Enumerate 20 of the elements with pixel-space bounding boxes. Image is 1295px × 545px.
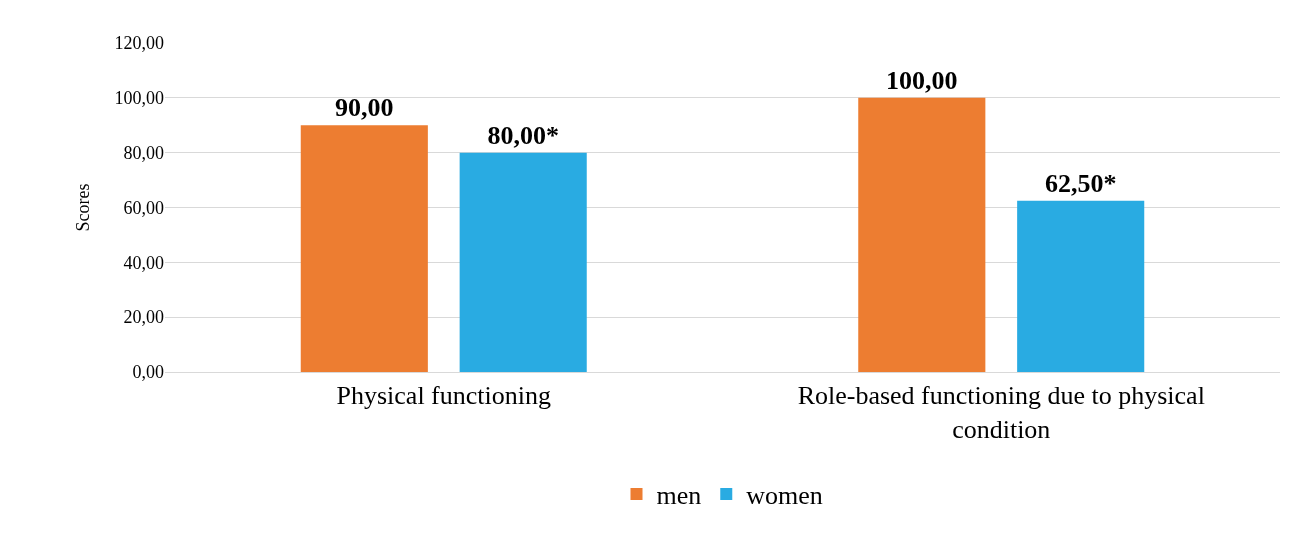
y-tick-label: 40,00 [123, 252, 164, 273]
y-tick-label: 80,00 [123, 142, 164, 163]
y-tick-label: 20,00 [123, 307, 164, 328]
bar [459, 152, 587, 372]
data-label: 100,00 [886, 65, 958, 95]
bar [300, 125, 428, 372]
y-axis-title: Scores [72, 183, 93, 232]
data-label: 80,00* [487, 120, 559, 150]
data-label: 90,00 [335, 93, 394, 123]
x-tick-label: Physical functioning [336, 381, 551, 411]
data-label: 62,50* [1044, 168, 1117, 198]
bar [1017, 200, 1145, 372]
legend-label: women [746, 481, 823, 511]
y-tick-label: 0,00 [132, 362, 164, 383]
y-tick-label: 120,00 [114, 33, 164, 54]
y-tick-label: 100,00 [114, 88, 164, 109]
legend-label: men [656, 481, 702, 511]
bar [858, 97, 986, 372]
y-tick-label: 60,00 [123, 197, 164, 218]
x-tick-label: Role-based functioning due to physical condition [797, 381, 1205, 444]
